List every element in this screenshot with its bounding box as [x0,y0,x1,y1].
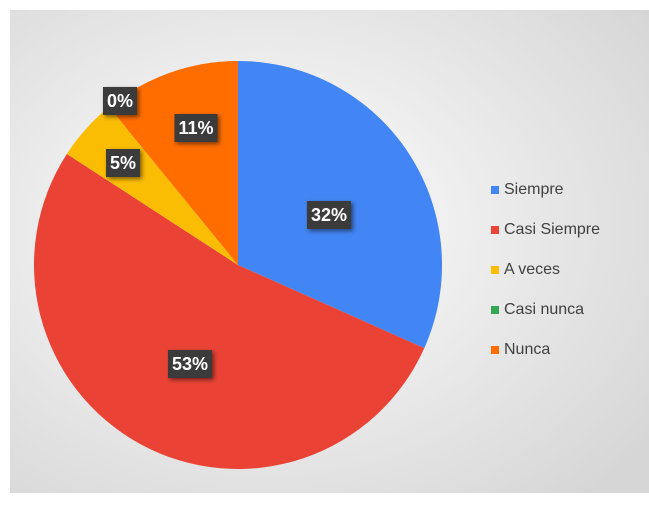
legend-swatch [491,226,499,234]
data-label: 32% [311,205,347,225]
legend-label: Casi Siempre [504,221,600,238]
data-label: 11% [178,118,213,138]
data-label: 5% [110,153,136,173]
data-label: 0% [107,91,133,111]
data-label-group: 11% [174,114,218,142]
data-label-group: 32% [306,201,352,229]
pie-slice [109,61,239,265]
legend-label: Siempre [504,181,564,198]
legend-swatch [491,346,499,354]
legend-swatch [491,186,499,194]
data-label-box [102,87,138,115]
data-label-group: 0% [102,87,138,115]
data-label: 53% [172,354,208,374]
data-label-group: 53% [167,350,213,378]
legend-label: A veces [504,261,560,278]
legend-swatch [491,266,499,274]
legend-label: Nunca [504,341,550,358]
pie-slice [33,153,425,470]
legend-swatch [491,306,499,314]
legend-label: Casi nunca [504,301,584,318]
data-label-group: 5% [105,149,141,177]
data-label-box [174,114,218,142]
pie-slice [66,106,238,265]
data-label-box [167,350,213,378]
data-label-box [105,149,141,177]
data-label-box [306,201,352,229]
